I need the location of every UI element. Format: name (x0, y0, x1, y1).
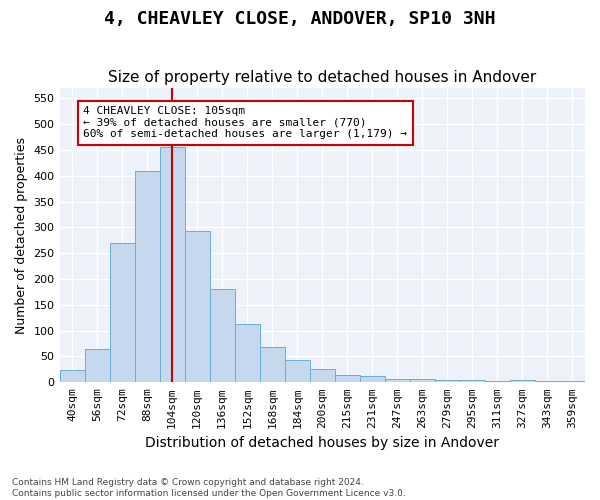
Bar (510, 380, 535, 382)
Bar (360, 376, 385, 382)
Bar (85, 349, 110, 382)
Text: 4, CHEAVLEY CLOSE, ANDOVER, SP10 3NH: 4, CHEAVLEY CLOSE, ANDOVER, SP10 3NH (104, 10, 496, 28)
Bar (410, 378, 435, 382)
Bar (385, 378, 410, 382)
Bar (460, 380, 485, 382)
Text: Contains HM Land Registry data © Crown copyright and database right 2024.
Contai: Contains HM Land Registry data © Crown c… (12, 478, 406, 498)
Bar (235, 324, 260, 382)
Bar (285, 360, 310, 382)
Bar (310, 370, 335, 382)
Text: 4 CHEAVLEY CLOSE: 105sqm
← 39% of detached houses are smaller (770)
60% of semi-: 4 CHEAVLEY CLOSE: 105sqm ← 39% of detach… (83, 106, 407, 140)
Bar (435, 380, 460, 382)
Bar (160, 148, 185, 382)
Bar (560, 381, 585, 382)
Bar (110, 243, 134, 382)
Bar (335, 374, 360, 382)
Bar (59, 370, 85, 382)
Bar (209, 290, 235, 382)
X-axis label: Distribution of detached houses by size in Andover: Distribution of detached houses by size … (145, 436, 499, 450)
Y-axis label: Number of detached properties: Number of detached properties (15, 136, 28, 334)
Bar (485, 381, 510, 382)
Bar (260, 347, 285, 382)
Bar (535, 381, 560, 382)
Title: Size of property relative to detached houses in Andover: Size of property relative to detached ho… (108, 70, 536, 86)
Bar (185, 231, 209, 382)
Bar (134, 170, 160, 382)
